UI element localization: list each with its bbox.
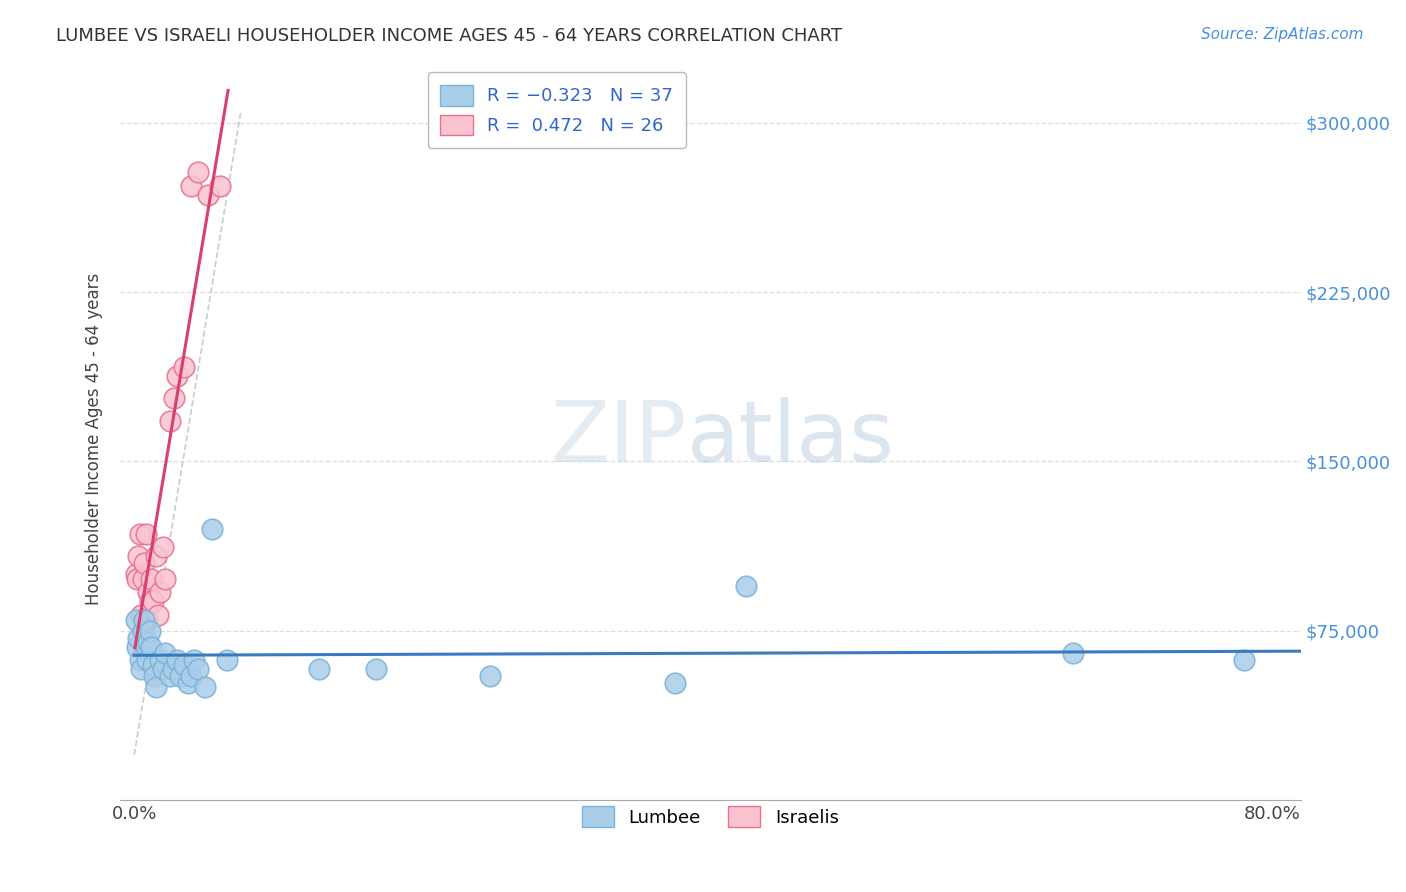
Point	[208, 178, 231, 193]
Point	[127, 631, 149, 645]
Point	[169, 669, 191, 683]
Point	[143, 669, 166, 683]
Point	[125, 640, 148, 654]
Point	[134, 613, 156, 627]
Point	[127, 549, 149, 564]
Point	[197, 187, 219, 202]
Text: Source: ZipAtlas.com: Source: ZipAtlas.com	[1201, 27, 1364, 42]
Point	[166, 653, 188, 667]
Point	[1062, 647, 1084, 661]
Point	[478, 669, 501, 683]
Point	[166, 368, 188, 383]
Point	[142, 657, 165, 672]
Point	[138, 635, 160, 649]
Point	[187, 662, 209, 676]
Point	[132, 572, 155, 586]
Point	[180, 669, 202, 683]
Point	[734, 579, 756, 593]
Point	[128, 653, 150, 667]
Point	[177, 675, 200, 690]
Point	[159, 414, 181, 428]
Point	[145, 549, 167, 564]
Point	[1233, 653, 1256, 667]
Point	[159, 669, 181, 683]
Text: atlas: atlas	[686, 397, 894, 480]
Point	[131, 607, 153, 622]
Point	[162, 662, 184, 676]
Point	[136, 653, 159, 667]
Point	[308, 662, 330, 676]
Point	[139, 594, 162, 608]
Point	[163, 391, 186, 405]
Point	[180, 178, 202, 193]
Point	[142, 594, 165, 608]
Point	[364, 662, 387, 676]
Point	[139, 624, 162, 638]
Point	[215, 653, 238, 667]
Point	[124, 567, 146, 582]
Point	[194, 680, 217, 694]
Text: ZIP: ZIP	[550, 397, 686, 480]
Point	[138, 585, 160, 599]
Point	[135, 526, 157, 541]
Point	[128, 526, 150, 541]
Text: LUMBEE VS ISRAELI HOUSEHOLDER INCOME AGES 45 - 64 YEARS CORRELATION CHART: LUMBEE VS ISRAELI HOUSEHOLDER INCOME AGE…	[56, 27, 842, 45]
Point	[187, 165, 209, 179]
Point	[155, 572, 177, 586]
Point	[201, 522, 224, 536]
Point	[152, 662, 174, 676]
Point	[148, 607, 170, 622]
Point	[145, 680, 167, 694]
Point	[136, 613, 159, 627]
Point	[149, 585, 172, 599]
Point	[134, 556, 156, 570]
Point	[131, 662, 153, 676]
Point	[141, 640, 163, 654]
Point	[124, 613, 146, 627]
Point	[152, 541, 174, 555]
Point	[132, 624, 155, 638]
Point	[173, 657, 195, 672]
Point	[141, 572, 163, 586]
Y-axis label: Householder Income Ages 45 - 64 years: Householder Income Ages 45 - 64 years	[86, 273, 103, 605]
Point	[135, 640, 157, 654]
Point	[664, 675, 686, 690]
Legend: Lumbee, Israelis: Lumbee, Israelis	[575, 799, 846, 835]
Point	[149, 653, 172, 667]
Point	[125, 572, 148, 586]
Point	[173, 359, 195, 374]
Point	[155, 647, 177, 661]
Point	[183, 653, 205, 667]
